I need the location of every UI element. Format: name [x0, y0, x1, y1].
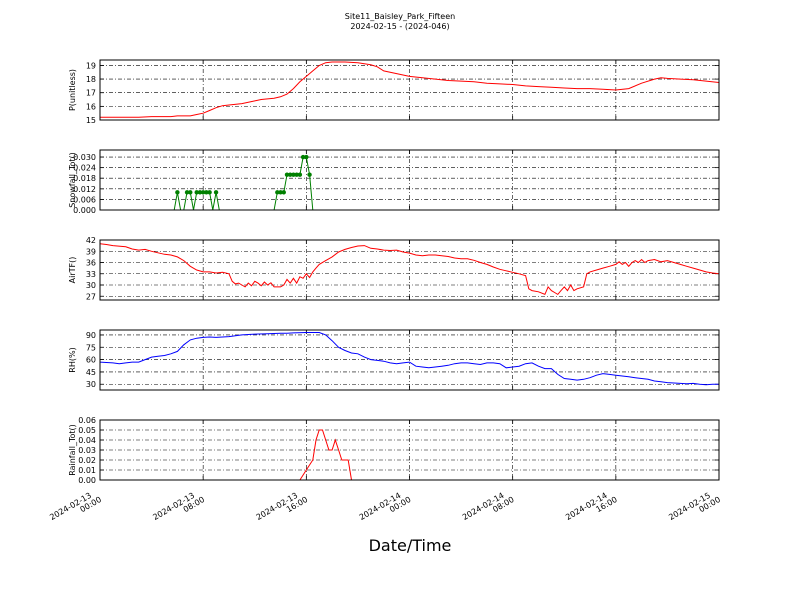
data-point: [278, 190, 283, 195]
y-tick-label: 0.018: [73, 174, 96, 183]
y-tick-label: 17: [86, 89, 96, 98]
data-point: [204, 190, 209, 195]
series-line: [100, 332, 719, 386]
y-tick-label: 0.04: [78, 436, 96, 445]
data-point: [194, 190, 199, 195]
y-tick-label: 90: [86, 331, 96, 340]
y-tick-label: 18: [86, 75, 96, 84]
data-point: [175, 190, 180, 195]
y-tick-label: 0.00: [78, 476, 96, 485]
data-point: [281, 190, 286, 195]
chart-title: Site11_Baisley_Park_Fifteen: [345, 12, 455, 21]
data-point: [197, 190, 203, 195]
data-point: [200, 190, 206, 195]
plot-frame: [99, 149, 720, 211]
data-point: [184, 190, 190, 195]
data-point: [207, 190, 212, 195]
data-point: [307, 172, 312, 177]
y-tick-label: 0.03: [78, 446, 96, 455]
y-tick-label: 30: [86, 380, 96, 389]
y-axis-label: AirTF(): [68, 257, 77, 284]
y-tick-label: 30: [86, 281, 96, 290]
data-point: [188, 190, 193, 195]
data-point: [304, 154, 309, 160]
y-tick-label: 60: [86, 356, 96, 365]
y-tick-label: 0.024: [73, 164, 96, 173]
y-tick-label: 75: [86, 343, 96, 352]
y-tick-label: 45: [86, 368, 96, 377]
y-tick-label: 42: [86, 236, 96, 245]
data-point: [275, 190, 280, 195]
data-point: [300, 154, 306, 160]
y-tick-label: 0.012: [73, 185, 96, 194]
y-tick-label: 0.02: [78, 456, 96, 465]
y-tick-label: 0.030: [73, 153, 96, 162]
y-tick-label: 15: [86, 116, 96, 125]
y-tick-label: 0.01: [78, 466, 96, 475]
y-tick-label: 36: [86, 259, 96, 268]
y-tick-label: 27: [86, 292, 96, 301]
x-axis-label: Date/Time: [369, 536, 452, 555]
plot-frame: [99, 239, 720, 301]
y-tick-label: 0.05: [78, 426, 96, 435]
data-point: [288, 172, 293, 177]
y-axis-label: Snowfall_Tot(): [68, 152, 77, 208]
y-tick-label: 0.000: [73, 206, 96, 215]
plot-frame: [99, 59, 720, 121]
y-tick-label: 0.006: [73, 195, 96, 204]
y-tick-label: 39: [86, 247, 96, 256]
data-point: [297, 172, 303, 177]
y-tick-label: 33: [86, 270, 96, 279]
series-line: [100, 429, 719, 480]
panel-3: 27 30 33 36 39 42 AirTF(): [68, 236, 720, 301]
data-point: [291, 172, 296, 177]
panel-1: 15 16 17 18 19 P(unitless): [68, 59, 720, 125]
y-tick-label: 0.06: [78, 416, 96, 425]
data-point: [284, 172, 290, 177]
series-line: [100, 243, 719, 296]
chart-subtitle: 2024-02-15 - (2024-046): [350, 22, 449, 31]
y-tick-label: 16: [86, 102, 96, 111]
panel-5: 0.000.010.020.030.040.050.06Rainfall_Tot…: [68, 416, 720, 485]
y-tick-label: 19: [86, 61, 96, 70]
series-line: [100, 61, 719, 118]
y-axis-label: RH(%): [68, 347, 77, 372]
y-axis-label: Rainfall_Tot(): [68, 424, 77, 476]
plot-frame: [99, 419, 720, 481]
data-point: [213, 190, 219, 195]
y-axis-label: P(unitless): [68, 69, 77, 111]
panel-4: 30 45 60 75 90 RH(%): [68, 329, 720, 391]
plot-frame: [99, 329, 720, 391]
data-point: [294, 172, 299, 177]
